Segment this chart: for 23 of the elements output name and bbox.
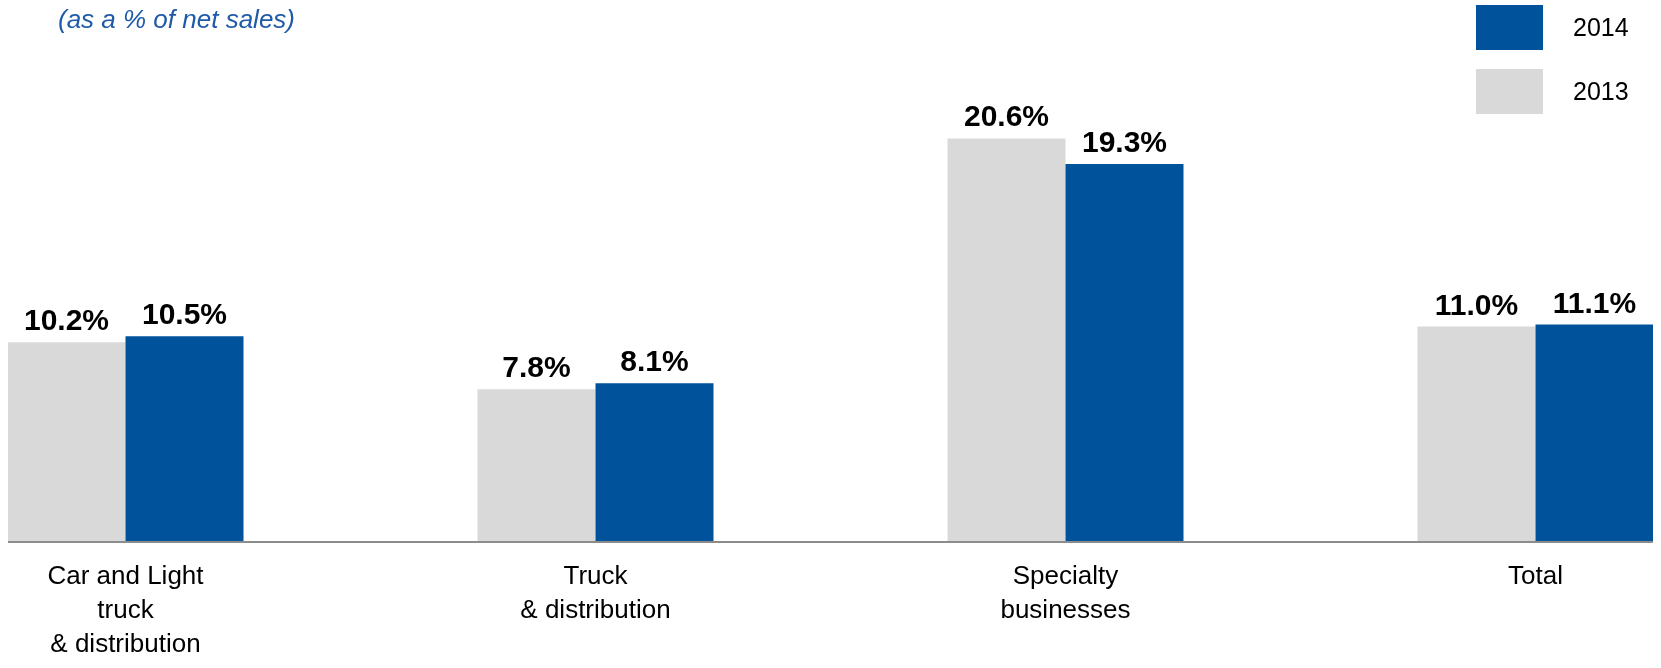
legend-label: 2014 (1573, 13, 1630, 42)
bar (947, 138, 1066, 542)
bar (125, 336, 244, 542)
data-label: 7.8% (502, 350, 571, 384)
legend-label: 2013 (1573, 77, 1630, 106)
x-tick-label: Specialty businesses (1000, 560, 1131, 624)
data-label: 10.5% (141, 297, 228, 331)
data-label: 8.1% (620, 344, 689, 378)
data-label: 11.0% (1434, 287, 1519, 321)
chart-subtitle: (as a % of net sales) (58, 4, 295, 35)
x-tick-label: Truck & distribution (520, 560, 671, 624)
bar (1535, 324, 1653, 542)
data-label: 19.3% (1081, 124, 1168, 158)
x-tick-label: Total (1508, 560, 1563, 590)
data-label: 10.2% (23, 303, 110, 337)
bar (8, 342, 126, 542)
bar (1065, 163, 1184, 542)
bar (477, 389, 596, 542)
bar (1417, 326, 1536, 542)
bar (595, 383, 714, 542)
data-label: 11.1% (1552, 285, 1637, 319)
x-tick-label: Car and Light truck & distribution (47, 560, 205, 658)
data-label: 20.6% (963, 99, 1050, 133)
